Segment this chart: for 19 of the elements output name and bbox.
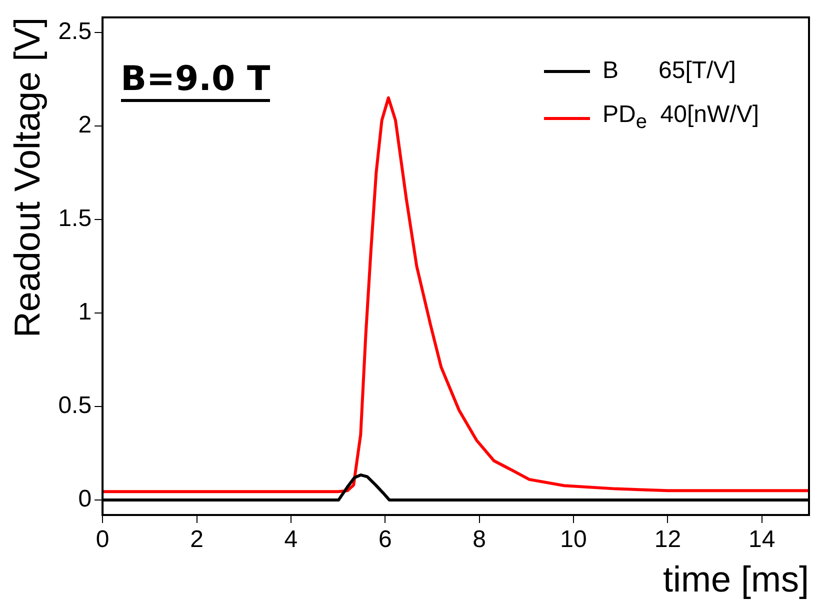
- y-axis-title: Readout Voltage [V]: [6, 17, 48, 338]
- y-tick-label: 0: [78, 486, 92, 513]
- y-tick-label: 0.5: [58, 392, 92, 420]
- x-tick-label: 0: [96, 526, 110, 554]
- x-tick-label: 10: [560, 526, 587, 554]
- y-tick-label: 2.5: [58, 18, 92, 45]
- x-tick-label: 12: [654, 526, 682, 554]
- y-tick-label: 1.5: [58, 205, 92, 232]
- legend-label: PD$_{e}$ 40[nW/V]: [602, 100, 759, 136]
- legend-label: B 65[T/V]: [602, 56, 736, 86]
- x-tick-label: 14: [748, 526, 776, 554]
- x-tick-label: 6: [378, 526, 392, 554]
- y-tick-label: 1: [78, 298, 92, 326]
- x-tick-label: 2: [190, 526, 204, 554]
- annotation: B=9.0 T: [120, 59, 270, 102]
- x-tick-label: 4: [284, 526, 298, 554]
- x-axis-title: time [ms]: [662, 558, 809, 600]
- y-tick-label: 2: [78, 112, 92, 139]
- x-tick-label: 8: [472, 526, 486, 554]
